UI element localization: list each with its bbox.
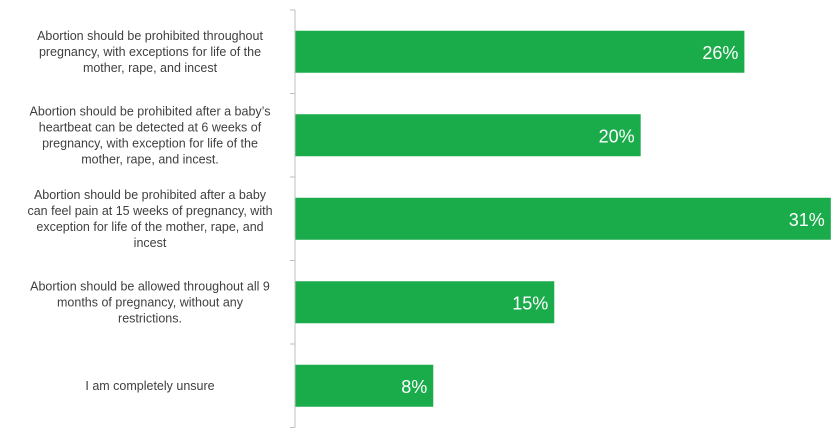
- category-label: Abortion should be prohibited after a ba…: [27, 188, 272, 250]
- bars-group: [295, 30, 831, 407]
- category-label-line: Abortion should be prohibited throughout: [37, 29, 263, 43]
- category-label-line: mother, rape, and incest.: [81, 152, 219, 166]
- bar: [295, 281, 555, 324]
- category-labels-group: Abortion should be prohibited throughout…: [27, 29, 272, 393]
- category-label-line: mother, rape, and incest: [83, 61, 218, 75]
- category-label: Abortion should be prohibited after a ba…: [30, 104, 271, 166]
- data-label: 8%: [401, 377, 427, 397]
- category-label: I am completely unsure: [85, 379, 214, 393]
- category-label-line: I am completely unsure: [85, 379, 214, 393]
- bar: [295, 114, 641, 157]
- data-label: 15%: [512, 293, 548, 313]
- category-label-line: Abortion should be prohibited after a ba…: [34, 188, 267, 202]
- category-label-line: restrictions.: [118, 311, 182, 325]
- category-label-line: exception for life of the mother, rape, …: [36, 220, 263, 234]
- category-label-line: pregnancy, with exception for life of th…: [42, 136, 258, 150]
- data-label: 26%: [702, 43, 738, 63]
- category-label-line: incest: [134, 236, 167, 250]
- bar: [295, 30, 745, 73]
- bar: [295, 364, 434, 407]
- category-label: Abortion should be allowed throughout al…: [30, 279, 270, 325]
- category-label-line: heartbeat can be detected at 6 weeks of: [39, 120, 262, 134]
- category-axis: [290, 9, 296, 428]
- category-label: Abortion should be prohibited throughout…: [37, 29, 263, 75]
- category-label-line: pregnancy, with exceptions for life of t…: [39, 45, 261, 59]
- category-label-line: Abortion should be allowed throughout al…: [30, 279, 270, 293]
- category-label-line: Abortion should be prohibited after a ba…: [30, 104, 271, 118]
- data-label: 31%: [789, 210, 825, 230]
- category-label-line: can feel pain at 15 weeks of pregnancy, …: [27, 204, 272, 218]
- bar: [295, 197, 831, 240]
- category-label-line: months of pregnancy, without any: [57, 295, 244, 309]
- data-labels-group: 26% 20% 31% 15% 8%: [401, 43, 825, 397]
- data-label: 20%: [599, 126, 635, 146]
